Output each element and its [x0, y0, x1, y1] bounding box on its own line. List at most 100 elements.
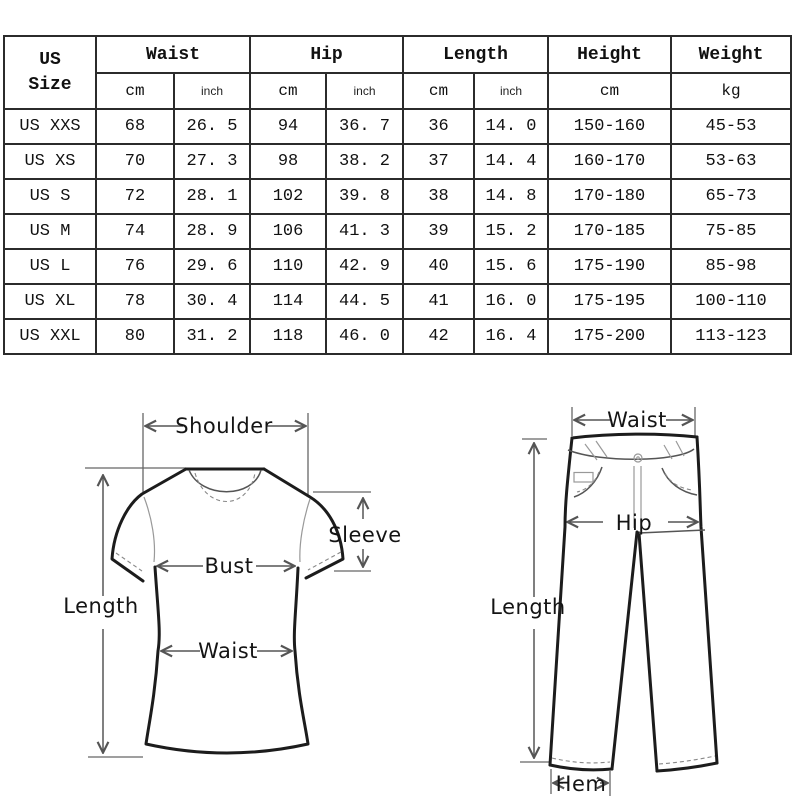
- pants-diagram: Waist Hip Length Hem: [490, 407, 719, 796]
- table-cell: 16. 0: [473, 283, 550, 320]
- table-cell: 37: [402, 143, 476, 180]
- table-cell: 14. 8: [473, 178, 550, 215]
- pants-right-hem-stitch: [658, 755, 716, 765]
- table-cell: 45-53: [670, 108, 793, 145]
- pants-hem-label: Hem: [556, 772, 607, 796]
- table-cell: 65-73: [670, 178, 793, 215]
- table-cell: 114: [249, 283, 328, 320]
- pants-waistband-bottom: [567, 448, 695, 460]
- unit-hip-cm: cm: [249, 72, 328, 110]
- table-cell: 29. 6: [172, 248, 252, 285]
- tshirt-body-outline: [144, 565, 310, 755]
- table-cell: 39. 8: [325, 178, 405, 215]
- header-row-units: cm inch cm inch cm inch cm kg: [4, 72, 793, 110]
- table-cell: 80: [95, 318, 175, 355]
- size-chart-table: US Size Waist Hip Length Height Weight c…: [3, 35, 793, 355]
- table-cell: US XXS: [3, 108, 97, 145]
- table-cell: 16. 4: [473, 318, 550, 355]
- table-cell: 106: [249, 213, 328, 250]
- table-cell: 15. 2: [473, 213, 550, 250]
- pants-left-inseam: [610, 530, 639, 771]
- shirt-bust-label: Bust: [205, 554, 254, 578]
- table-cell: 175-200: [547, 318, 673, 355]
- table-cell: 46. 0: [325, 318, 405, 355]
- unit-length-cm: cm: [402, 72, 476, 110]
- pants-left-hem-outline: [548, 763, 614, 772]
- column-header-us-size: US Size: [3, 35, 97, 110]
- table-cell: US L: [3, 248, 97, 285]
- table-row: US S 72 28. 1 102 39. 8 38 14. 8 170-180 65-73: [3, 178, 793, 215]
- table-cell: 100-110: [670, 283, 793, 320]
- table-cell: 36: [402, 108, 476, 145]
- table-cell: 160-170: [547, 143, 673, 180]
- table-cell: 150-160: [547, 108, 673, 145]
- tshirt-diagram: Shoulder Sleeve Bust Waist Length: [63, 413, 401, 758]
- table-cell: 175-190: [547, 248, 673, 285]
- unit-waist-inch: inch: [172, 72, 252, 110]
- table-cell: 27. 3: [172, 143, 252, 180]
- table-cell: 68: [95, 108, 175, 145]
- shirt-length-label: Length: [63, 594, 138, 618]
- tshirt-right-armhole-seam: [299, 498, 311, 563]
- table-cell: 38. 2: [325, 143, 405, 180]
- table-cell: US XL: [3, 283, 97, 320]
- tshirt-left-armhole-seam: [143, 496, 156, 563]
- pants-crotch-seam: [638, 529, 706, 534]
- unit-height-cm: cm: [547, 72, 673, 110]
- belt-loop-left-a: [584, 443, 598, 461]
- table-cell: 78: [95, 283, 175, 320]
- belt-loop-right-a: [663, 444, 673, 460]
- unit-hip-inch: inch: [325, 72, 405, 110]
- us-size-line2: Size: [28, 74, 72, 95]
- table-cell: 53-63: [670, 143, 793, 180]
- table-cell: 72: [95, 178, 175, 215]
- tshirt-collar-outer: [188, 469, 262, 493]
- pants-left-outer-seam: [548, 436, 574, 767]
- table-row: US L 76 29. 6 110 42. 9 40 15. 6 175-190 85-98: [3, 248, 793, 285]
- shirt-shoulder-label: Shoulder: [175, 414, 273, 438]
- pants-button-center: [636, 456, 640, 460]
- table-row: US XS 70 27. 3 98 38. 2 37 14. 4 160-170 53-63: [3, 143, 793, 180]
- table-cell: 15. 6: [473, 248, 550, 285]
- table-cell: 76: [95, 248, 175, 285]
- column-header-weight: Weight: [670, 35, 793, 74]
- table-cell: 30. 4: [172, 283, 252, 320]
- table-cell: 40: [402, 248, 476, 285]
- tshirt-right-cuff-stitch: [307, 551, 342, 571]
- pants-left-pocket: [573, 466, 603, 498]
- table-cell: 94: [249, 108, 328, 145]
- table-cell: US XXL: [3, 318, 97, 355]
- table-cell: 118: [249, 318, 328, 355]
- pants-right-pocket: [661, 467, 698, 496]
- pants-right-outer-seam: [695, 435, 719, 765]
- table-cell: US S: [3, 178, 97, 215]
- table-cell: 170-180: [547, 178, 673, 215]
- table-cell: 36. 7: [325, 108, 405, 145]
- table-cell: 28. 9: [172, 213, 252, 250]
- table-cell: 39: [402, 213, 476, 250]
- unit-length-inch: inch: [473, 72, 550, 110]
- table-row: US XXS 68 26. 5 94 36. 7 36 14. 0 150-160 45-5…: [3, 108, 793, 145]
- unit-waist-cm: cm: [95, 72, 175, 110]
- pants-left-pocket-stitch: [576, 471, 600, 493]
- table-cell: 44. 5: [325, 283, 405, 320]
- pants-hip-label: Hip: [616, 511, 652, 535]
- table-cell: 110: [249, 248, 328, 285]
- pants-length-label: Length: [490, 595, 565, 619]
- pants-waist-top-outline: [570, 432, 699, 440]
- size-chart-section: US Size Waist Hip Length Height Weight c…: [3, 35, 793, 355]
- header-row-groups: US Size Waist Hip Length Height Weight: [3, 35, 793, 110]
- tshirt-collar-inner-stitch: [194, 472, 256, 502]
- tshirt-left-cuff-stitch: [115, 552, 143, 572]
- table-cell: 170-185: [547, 213, 673, 250]
- table-cell: 28. 1: [172, 178, 252, 215]
- table-cell: 175-195: [547, 283, 673, 320]
- column-header-hip: Hip: [249, 35, 405, 74]
- table-cell: 42. 9: [325, 248, 405, 285]
- table-cell: 41. 3: [325, 213, 405, 250]
- pants-coin-pocket: [573, 471, 594, 483]
- table-cell: 75-85: [670, 213, 793, 250]
- table-cell: 70: [95, 143, 175, 180]
- table-cell: US XS: [3, 143, 97, 180]
- table-cell: US M: [3, 213, 97, 250]
